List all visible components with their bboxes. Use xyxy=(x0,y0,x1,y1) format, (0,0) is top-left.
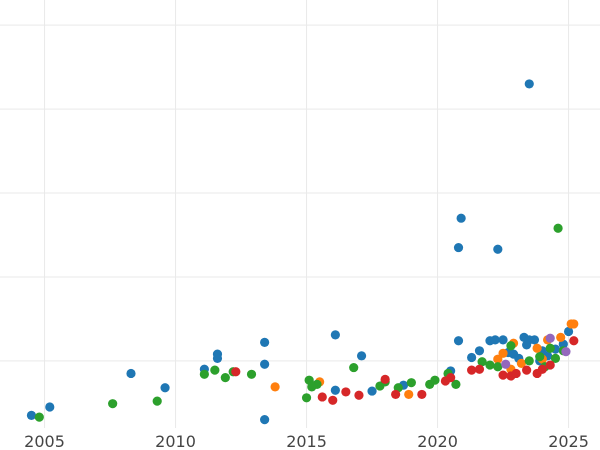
data-point xyxy=(474,364,485,374)
data-point xyxy=(404,389,414,400)
data-point xyxy=(556,332,566,342)
data-point xyxy=(498,348,508,358)
data-point xyxy=(493,244,503,254)
data-point xyxy=(522,365,532,375)
data-point xyxy=(532,343,542,353)
data-point xyxy=(328,395,338,405)
data-point xyxy=(511,368,521,379)
data-point xyxy=(260,359,270,369)
data-point xyxy=(456,213,466,223)
data-point xyxy=(506,341,516,351)
data-point xyxy=(535,352,545,362)
data-point xyxy=(210,365,220,375)
data-point xyxy=(260,415,270,425)
data-point xyxy=(126,368,136,379)
data-point xyxy=(231,367,241,377)
data-point xyxy=(569,319,579,329)
data-point xyxy=(330,330,340,340)
points-layer xyxy=(26,79,579,425)
data-point xyxy=(490,335,500,345)
x-tick-label: 2005 xyxy=(24,432,65,450)
data-point xyxy=(545,360,555,370)
data-point xyxy=(356,351,367,361)
data-point xyxy=(453,242,464,253)
data-point xyxy=(220,373,230,383)
data-point xyxy=(493,362,503,372)
data-point xyxy=(354,390,364,400)
data-point xyxy=(524,356,534,366)
data-point xyxy=(260,337,270,347)
data-point xyxy=(545,333,555,343)
data-point xyxy=(550,353,561,363)
data-point xyxy=(553,223,563,233)
data-point xyxy=(417,389,427,400)
data-point xyxy=(270,382,280,392)
data-point xyxy=(212,353,223,363)
data-point xyxy=(467,365,477,375)
data-point xyxy=(467,352,477,363)
data-point xyxy=(406,378,416,388)
data-point xyxy=(45,402,55,412)
data-point xyxy=(529,335,540,345)
data-point xyxy=(391,389,401,400)
data-point xyxy=(477,357,487,367)
data-point xyxy=(537,364,547,374)
data-point xyxy=(545,343,555,353)
x-tick-label: 2025 xyxy=(548,432,589,450)
data-point xyxy=(380,374,390,384)
data-point xyxy=(501,359,511,369)
data-point xyxy=(26,410,37,421)
data-point xyxy=(485,360,495,370)
data-point xyxy=(301,393,312,403)
data-point xyxy=(312,379,322,389)
data-point xyxy=(160,383,170,393)
data-point xyxy=(317,392,327,402)
data-point xyxy=(34,412,44,422)
data-point xyxy=(563,326,574,337)
data-point xyxy=(367,386,377,396)
x-tick-label: 2020 xyxy=(417,432,458,450)
data-point xyxy=(341,387,351,397)
data-point xyxy=(430,375,440,385)
data-point xyxy=(498,370,508,380)
data-point xyxy=(474,346,485,356)
data-point xyxy=(246,369,257,379)
grid-layer xyxy=(0,0,600,428)
data-point xyxy=(446,373,456,383)
data-point xyxy=(569,336,579,346)
data-point xyxy=(349,362,359,373)
data-point xyxy=(152,396,162,406)
data-point xyxy=(522,340,532,350)
data-point xyxy=(453,336,464,346)
data-point xyxy=(498,335,508,345)
data-point xyxy=(108,399,118,409)
x-tick-label: 2015 xyxy=(286,432,327,450)
data-point xyxy=(524,79,534,89)
data-point xyxy=(451,379,461,389)
x-axis-ticks: 2005 2010 2015 2020 2025 xyxy=(24,432,589,450)
data-point xyxy=(561,347,571,357)
data-point xyxy=(493,354,503,364)
data-point xyxy=(199,369,209,379)
data-point xyxy=(516,358,526,368)
data-point xyxy=(330,385,340,395)
x-tick-label: 2010 xyxy=(155,432,196,450)
